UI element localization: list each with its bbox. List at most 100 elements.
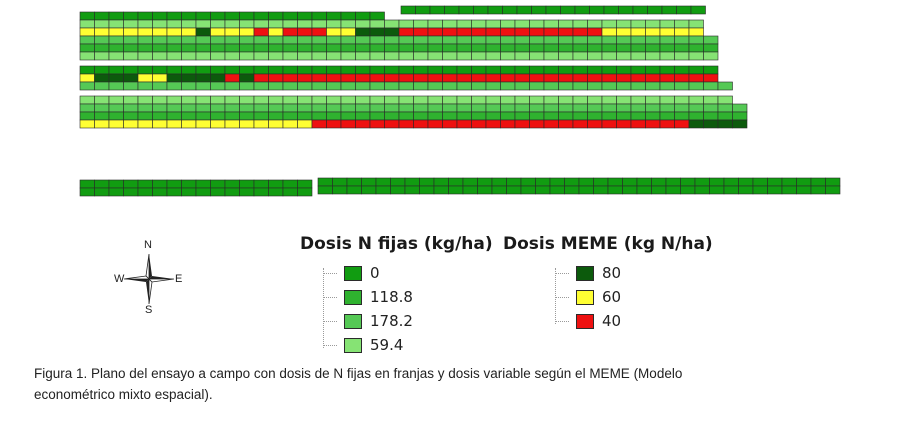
plot-cell — [355, 11, 371, 21]
plot-cell — [825, 177, 841, 187]
plot-cell — [543, 95, 559, 105]
plot-cell — [558, 51, 574, 61]
plot-cell — [79, 11, 95, 21]
plot-cell — [239, 27, 255, 37]
plot-cell — [427, 81, 443, 91]
legend-fixed-item-1: 118.8 — [344, 288, 413, 306]
plot-cell — [558, 43, 574, 53]
plot-cell — [752, 177, 768, 187]
plot-cell — [651, 177, 667, 187]
legend-fixed-connector-tick — [323, 297, 337, 298]
plot-cell — [500, 27, 516, 37]
plot-cell — [427, 35, 443, 45]
plot-cell — [645, 111, 661, 121]
plot-cell — [340, 81, 356, 91]
plot-cell — [491, 177, 507, 187]
plot-cell — [558, 95, 574, 105]
plot-cell — [616, 95, 632, 105]
plot-cell — [659, 111, 675, 121]
plot-cell — [239, 81, 255, 91]
plot-cell — [516, 5, 532, 15]
plot-cell — [572, 65, 588, 75]
plot-cell — [253, 65, 269, 75]
plot-cell — [210, 95, 226, 105]
plot-cell — [645, 27, 661, 37]
plot-cell — [674, 111, 690, 121]
plot-cell — [390, 185, 406, 195]
plot-cell — [369, 119, 385, 129]
plot-cell — [601, 35, 617, 45]
plot-cell — [253, 51, 269, 61]
plot-cell — [413, 103, 429, 113]
plot-cell — [485, 111, 501, 121]
legend-fixed-item-3: 59.4 — [344, 336, 403, 354]
plot-cell — [471, 111, 487, 121]
plot-cell — [268, 111, 284, 121]
plot-cell — [326, 103, 342, 113]
plot-cell — [79, 95, 95, 105]
plot-cell — [413, 19, 429, 29]
plot-cell — [616, 27, 632, 37]
plot-cell — [137, 187, 153, 197]
plot-cell — [384, 119, 400, 129]
plot-cell — [346, 185, 362, 195]
plot-cell — [543, 43, 559, 53]
plot-cell — [471, 43, 487, 53]
plot-cell — [442, 103, 458, 113]
plot-cell — [210, 103, 226, 113]
plot-cell — [442, 65, 458, 75]
plot-cell — [384, 51, 400, 61]
plot-cell — [340, 73, 356, 83]
plot-cell — [239, 35, 255, 45]
plot-cell — [587, 43, 603, 53]
legend-swatch — [344, 265, 362, 281]
plot-cell — [340, 103, 356, 113]
caption-line-1: Figura 1. Plano del ensayo a campo con d… — [34, 366, 683, 381]
plot-cell — [514, 51, 530, 61]
plot-cell — [297, 51, 313, 61]
plot-cell — [616, 73, 632, 83]
plot-cell — [268, 73, 284, 83]
plot-cell — [500, 35, 516, 45]
legend-label: 178.2 — [370, 312, 413, 330]
plot-cell — [500, 81, 516, 91]
plot-cell — [703, 119, 719, 129]
plot-cell — [166, 81, 182, 91]
plot-cell — [587, 35, 603, 45]
plot-cell — [781, 177, 797, 187]
plot-cell — [413, 27, 429, 37]
plot-cell — [456, 111, 472, 121]
plot-cell — [152, 11, 168, 21]
plot-cell — [311, 11, 327, 21]
plot-cell — [282, 65, 298, 75]
legend-label: 40 — [602, 312, 622, 330]
plot-cell — [674, 73, 690, 83]
plot-cell — [340, 35, 356, 45]
plot-cell — [694, 185, 710, 195]
legend-meme-connector-tick — [555, 273, 569, 274]
plot-cell — [413, 81, 429, 91]
legend-fixed-connector-tick — [323, 345, 337, 346]
plot-cell — [485, 19, 501, 29]
plot-cell — [210, 43, 226, 53]
plot-cell — [529, 51, 545, 61]
plot-cell — [79, 51, 95, 61]
plot-cell — [108, 65, 124, 75]
plot-cell — [123, 27, 139, 37]
plot-cell — [94, 187, 110, 197]
plot-cell — [224, 187, 240, 197]
plot-cell — [645, 19, 661, 29]
legend-meme-item-1: 60 — [576, 288, 621, 306]
plot-cell — [529, 81, 545, 91]
plot-cell — [471, 95, 487, 105]
plot-cell — [181, 19, 197, 29]
plot-cell — [601, 119, 617, 129]
plot-cell — [361, 177, 377, 187]
plot-cell — [458, 5, 474, 15]
plot-cell — [268, 179, 284, 189]
plot-cell — [781, 185, 797, 195]
plot-cell — [181, 65, 197, 75]
plot-cell — [79, 111, 95, 121]
plot-cell — [346, 177, 362, 187]
plot-cell — [108, 51, 124, 61]
